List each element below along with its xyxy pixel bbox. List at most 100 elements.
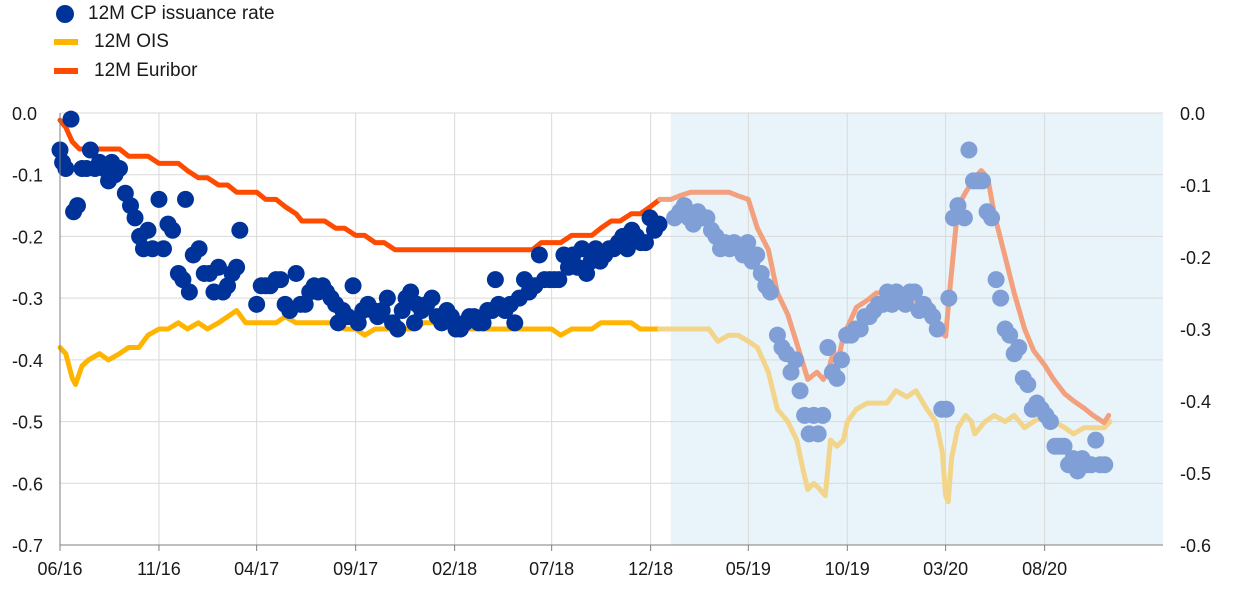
y-left-tick-label: 0.0 xyxy=(12,104,37,124)
y-right-tick-label: -0.6 xyxy=(1180,536,1211,556)
cp-point xyxy=(636,234,654,252)
cp-point xyxy=(57,160,75,178)
x-tick-label: 10/19 xyxy=(825,559,870,579)
cp-point xyxy=(111,160,129,178)
y-right-tick-label: 0.0 xyxy=(1180,104,1205,124)
cp-point xyxy=(272,271,290,289)
y-right-tick-label: -0.4 xyxy=(1180,392,1211,412)
cp-point xyxy=(814,406,832,424)
y-right-tick-label: -0.2 xyxy=(1180,248,1211,268)
legend-line-icon xyxy=(54,68,78,74)
cp-point xyxy=(228,258,246,276)
axes: 0.0 -0.1 -0.2 -0.3 -0.4 -0.5 -0.6 -0.7 0.0 -0.1 -0… xyxy=(12,104,1211,579)
x-tick-label: 03/20 xyxy=(923,559,968,579)
y-left-tick-label: -0.5 xyxy=(12,413,43,433)
y-right-tick-label: -0.1 xyxy=(1180,176,1211,196)
legend-line-icon xyxy=(54,39,78,45)
x-tick-label: 02/18 xyxy=(432,559,477,579)
cp-point xyxy=(209,258,227,276)
euribor-line xyxy=(57,117,663,253)
cp-point xyxy=(983,209,1001,227)
x-tick-label: 07/18 xyxy=(529,559,574,579)
cp-point xyxy=(406,314,424,332)
cp-point xyxy=(248,295,266,313)
cp-point xyxy=(819,339,837,357)
cp-point xyxy=(1001,326,1019,344)
cp-point xyxy=(573,240,591,258)
cp-point xyxy=(1010,339,1028,357)
cp-point xyxy=(940,289,958,307)
cp-point xyxy=(126,209,144,227)
legend-label: 12M CP issuance rate xyxy=(88,3,275,24)
cp-point xyxy=(1019,376,1037,394)
cp-point xyxy=(1087,431,1105,449)
cp-point xyxy=(1096,456,1114,474)
x-tick-label: 06/16 xyxy=(37,559,82,579)
y-left-tick-label: -0.6 xyxy=(12,474,43,494)
cp-point xyxy=(828,369,846,387)
legend-label: 12M Euribor xyxy=(94,60,198,81)
cp-point xyxy=(180,283,198,301)
cp-point xyxy=(150,190,168,208)
legend-item-ois: 12M OIS xyxy=(54,30,169,54)
cp-point xyxy=(423,289,441,307)
cp-point xyxy=(486,271,504,289)
cp-point xyxy=(68,197,86,215)
cp-point xyxy=(992,289,1010,307)
x-tick-label: 12/18 xyxy=(628,559,673,579)
cp-point xyxy=(787,351,805,369)
y-right-tick-label: -0.5 xyxy=(1180,464,1211,484)
cp-point xyxy=(530,246,548,264)
cp-point xyxy=(650,215,668,233)
ois-line-highlight xyxy=(657,326,1113,505)
y-left-tick-label: -0.2 xyxy=(12,227,43,247)
cp-point xyxy=(955,209,973,227)
cp-point xyxy=(81,141,99,159)
cp-point xyxy=(344,277,362,295)
cp-point xyxy=(928,320,946,338)
cp-point xyxy=(550,271,568,289)
cp-point xyxy=(190,240,208,258)
cp-point xyxy=(287,264,305,282)
cp-point xyxy=(62,110,80,128)
cp-point xyxy=(1055,437,1073,455)
cp-point xyxy=(177,190,195,208)
cp-point xyxy=(231,221,249,239)
shaded-period xyxy=(670,113,1163,545)
cp-point xyxy=(906,283,924,301)
y-left-tick-label: -0.7 xyxy=(12,536,43,556)
x-tick-label: 05/19 xyxy=(726,559,771,579)
legend-dot-icon xyxy=(56,5,74,23)
cp-point xyxy=(506,314,524,332)
legend-item-cp: 12M CP issuance rate xyxy=(56,2,275,26)
cp-point xyxy=(155,240,173,258)
y-right-tick-label: -0.3 xyxy=(1180,320,1211,340)
cp-point xyxy=(987,271,1005,289)
x-tick-label: 09/17 xyxy=(333,559,378,579)
cp-point xyxy=(618,240,636,258)
cp-point xyxy=(974,172,992,190)
y-left-tick-label: -0.4 xyxy=(12,351,43,371)
cp-point xyxy=(389,320,407,338)
legend-label: 12M OIS xyxy=(94,31,169,52)
ois-line xyxy=(57,308,663,387)
cp-point xyxy=(809,425,827,443)
x-tick-label: 04/17 xyxy=(234,559,279,579)
cp-point xyxy=(748,246,766,264)
x-tick-label: 08/20 xyxy=(1022,559,1067,579)
cp-point xyxy=(164,221,182,239)
cp-point xyxy=(761,283,779,301)
cp-point xyxy=(960,141,978,159)
cp-point xyxy=(739,234,757,252)
cp-point xyxy=(937,400,955,418)
cp-point xyxy=(378,289,396,307)
legend-item-euribor: 12M Euribor xyxy=(54,59,198,83)
y-left-tick-label: -0.3 xyxy=(12,289,43,309)
series-layer xyxy=(51,110,1114,505)
cp-point xyxy=(1041,413,1059,431)
cp-point xyxy=(832,351,850,369)
cp-point xyxy=(139,221,157,239)
y-left-tick-label: -0.1 xyxy=(12,166,43,186)
cp-point xyxy=(791,382,809,400)
